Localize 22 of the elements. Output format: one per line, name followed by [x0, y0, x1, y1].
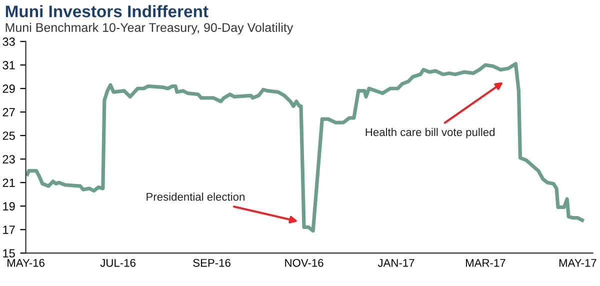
y-tick-label: 25 — [2, 132, 15, 140]
y-tick-label: 17 — [3, 226, 15, 234]
y-tick-label: 27 — [2, 108, 15, 116]
x-tick-label: JUL-16 — [100, 258, 136, 267]
annotation: Health care bill vote pulled — [366, 128, 495, 138]
x-tick-label: MAY-16 — [8, 258, 44, 267]
x-tick-label: MAR-17 — [466, 259, 506, 267]
y-tick-label: 31 — [2, 61, 15, 70]
y-tick-label: 33 — [2, 38, 15, 46]
x-tick-label: MAY-17 — [559, 259, 596, 267]
x-tick-label: NOV-16 — [285, 258, 324, 267]
chart-subtitle: Muni Benchmark 10-Year Treasury, 90-Day Volatility — [6, 22, 294, 34]
x-tick-label: SEP-16 — [193, 258, 230, 267]
y-tick-label: 29 — [2, 84, 15, 93]
y-tick-label: 19 — [3, 202, 15, 210]
y-tick-label: 23 — [2, 155, 15, 164]
y-tick-label: 15 — [3, 249, 15, 258]
chart-title: Muni Investors Indifferent — [6, 5, 208, 18]
annotation: Presidential election — [146, 192, 244, 201]
line-series — [26, 62, 584, 233]
x-tick-label: JAN-17 — [378, 259, 414, 267]
y-tick-label: 21 — [2, 178, 15, 187]
